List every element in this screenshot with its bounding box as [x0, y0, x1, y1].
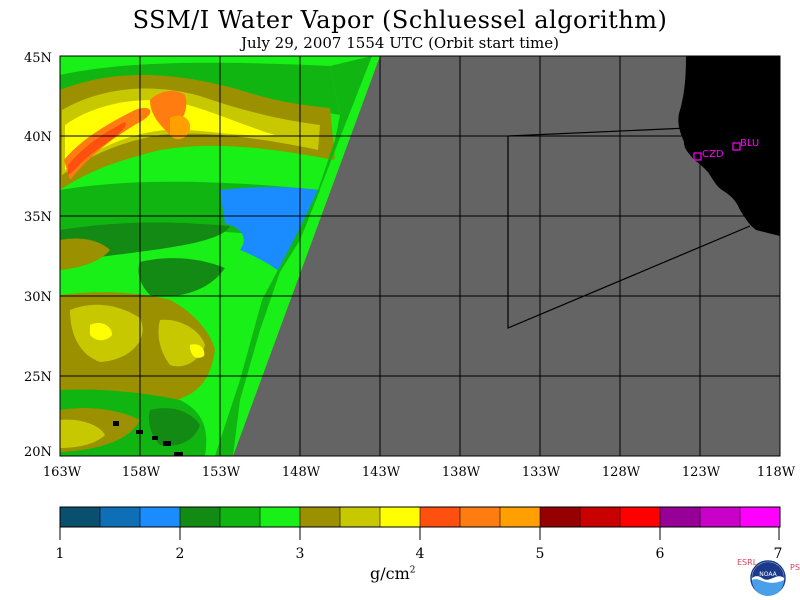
band-yellow — [65, 100, 275, 170]
colorbar-swatch — [460, 507, 501, 527]
colorbar-unit-text: g/cm — [370, 564, 410, 583]
dark-green-patch — [138, 258, 225, 297]
colorbar-tick-label: 6 — [656, 546, 665, 562]
swath-edge-green — [215, 56, 372, 456]
map-frame — [59, 55, 781, 457]
lon-label: 163W — [43, 465, 82, 480]
colorbar-tick-label: 1 — [56, 546, 65, 562]
island-molokai — [152, 436, 158, 440]
olive-patch-west — [60, 238, 110, 270]
colorbar-swatch — [260, 507, 301, 527]
colorbar-swatch — [740, 507, 781, 527]
colorbar-tick-label: 5 — [536, 546, 545, 562]
colorbar-swatch — [220, 507, 261, 527]
colorbar-swatch — [700, 507, 741, 527]
yellow-spot-b — [190, 344, 205, 358]
colorbar-swatch — [180, 507, 221, 527]
lat-axis: 45N 40N 35N 30N 25N 20N — [24, 51, 52, 460]
colorbar-swatch — [580, 507, 621, 527]
lon-label: 148W — [282, 465, 321, 480]
station-czd-label: CZD — [702, 149, 724, 160]
station-blu-label: BLU — [740, 138, 759, 149]
dark-green-south — [148, 408, 200, 446]
colorbar-tick-marks — [59, 527, 780, 540]
map-title: SSM/I Water Vapor (Schluessel algorithm) — [132, 6, 668, 34]
amber-patch — [170, 115, 191, 140]
colorbar-swatch — [420, 507, 461, 527]
lon-label: 128W — [602, 465, 641, 480]
colorbar-swatch — [60, 507, 101, 527]
esrl-label: ESRL — [737, 558, 758, 567]
colorbar-tick-label: 2 — [176, 546, 185, 562]
colorbar-swatch — [100, 507, 141, 527]
lon-label: 133W — [522, 465, 561, 480]
band-redorange — [68, 122, 126, 175]
lat-label: 25N — [24, 370, 52, 385]
swath-edge — [226, 56, 380, 456]
lat-label: 30N — [24, 290, 52, 305]
map-subtitle: July 29, 2007 1554 UTC (Orbit start time… — [240, 34, 560, 52]
colorbar-swatch — [500, 507, 541, 527]
colorbar-swatch — [540, 507, 581, 527]
colorbar — [60, 507, 781, 527]
psd-label: PSD — [790, 563, 800, 572]
colorbar-swatch — [340, 507, 381, 527]
island-hawaii — [174, 452, 183, 456]
lon-label: 158W — [122, 465, 161, 480]
yellow-spot-a — [90, 323, 112, 341]
colorbar-tick-label: 7 — [774, 546, 783, 562]
lat-label: 35N — [24, 210, 52, 225]
san-francisco-bay — [700, 174, 712, 192]
station-blu-marker — [732, 142, 741, 151]
station-markers: CZD BLU — [693, 138, 759, 161]
graticule — [60, 56, 780, 456]
colorbar-ticks: 1 2 3 4 5 6 7 — [56, 546, 783, 562]
colorbar-swatch — [660, 507, 701, 527]
lon-axis: 163W 158W 153W 148W 143W 138W 133W 128W … — [43, 465, 796, 480]
lon-label: 143W — [362, 465, 401, 480]
island-maui — [163, 441, 171, 446]
blue-dry-tongue — [220, 187, 318, 272]
land-california-coast — [678, 56, 780, 236]
band-orange-west — [64, 107, 151, 180]
colorbar-swatch — [300, 507, 341, 527]
colorbar-unit-exponent: 2 — [409, 565, 416, 576]
lat-label: 20N — [24, 445, 52, 460]
lon-label: 138W — [442, 465, 481, 480]
lat-label: 45N — [24, 51, 52, 66]
colorbar-swatch — [140, 507, 181, 527]
noaa-logo: NOAA — [750, 560, 786, 596]
lon-label: 123W — [682, 465, 721, 480]
lat-label: 40N — [24, 130, 52, 145]
lon-label: 118W — [757, 465, 796, 480]
lon-label: 153W — [202, 465, 241, 480]
colorbar-swatch — [620, 507, 661, 527]
colorbar-swatch — [380, 507, 421, 527]
colorbar-tick-label: 4 — [416, 546, 425, 562]
station-czd-marker — [693, 152, 702, 161]
noaa-logo-text: NOAA — [759, 571, 777, 578]
island-kauai — [113, 421, 119, 426]
colorbar-tick-label: 3 — [296, 546, 305, 562]
colorbar-unit: g/cm2 — [370, 564, 416, 583]
sample-box — [507, 127, 751, 329]
yellowolive-sw — [60, 419, 105, 448]
